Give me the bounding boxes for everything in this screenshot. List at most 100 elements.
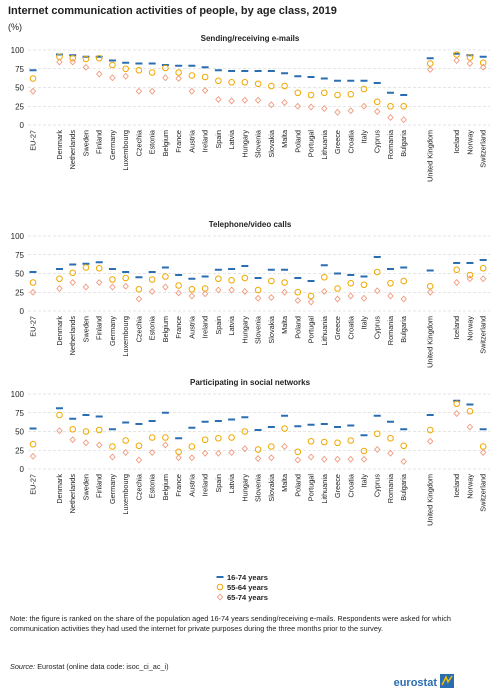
circle-marker bbox=[294, 288, 302, 296]
x-tick-label: Bulgaria bbox=[399, 315, 408, 343]
panel-title: Sending/receiving e-mails bbox=[201, 34, 300, 43]
circle-marker bbox=[254, 80, 262, 88]
diamond-marker bbox=[426, 288, 434, 296]
circle-marker bbox=[29, 440, 37, 448]
x-tick-label: Italy bbox=[360, 316, 369, 330]
x-tick-label: Ireland bbox=[201, 474, 210, 496]
circle-marker bbox=[188, 443, 196, 450]
diamond-marker bbox=[268, 294, 275, 301]
circle-marker bbox=[268, 82, 275, 90]
circle-marker bbox=[307, 91, 315, 99]
circle-marker bbox=[82, 428, 90, 435]
y-tick-label: 50 bbox=[15, 84, 24, 93]
diamond-marker bbox=[69, 279, 76, 286]
diamond-marker bbox=[122, 282, 129, 290]
x-tick-label: Greece bbox=[333, 474, 342, 498]
diamond-marker bbox=[148, 288, 156, 295]
x-tick-label: Luxembourg bbox=[121, 316, 130, 357]
diamond-marker bbox=[400, 458, 407, 465]
diamond-marker bbox=[479, 449, 487, 456]
circle-marker bbox=[56, 411, 63, 419]
diamond-marker bbox=[321, 105, 328, 112]
diamond-marker bbox=[294, 297, 302, 304]
diamond-marker bbox=[268, 454, 275, 462]
diamond-marker bbox=[321, 455, 328, 463]
diamond-marker bbox=[29, 452, 37, 460]
circle-marker bbox=[109, 61, 116, 69]
diamond-marker bbox=[109, 283, 116, 291]
y-tick-label: 50 bbox=[15, 270, 24, 279]
diamond-marker bbox=[453, 57, 460, 64]
x-tick-label: Malta bbox=[280, 129, 289, 148]
diamond-marker bbox=[347, 292, 354, 300]
x-tick-label: Belgium bbox=[161, 316, 170, 342]
x-tick-label: Sweden bbox=[81, 130, 90, 156]
diamond-marker bbox=[347, 107, 354, 115]
diamond-marker bbox=[95, 70, 103, 78]
circle-marker bbox=[400, 102, 408, 110]
diamond-marker bbox=[148, 87, 156, 95]
diamond-marker bbox=[69, 436, 76, 444]
diamond-marker bbox=[162, 283, 169, 291]
y-tick-label: 100 bbox=[11, 46, 25, 55]
y-tick-label: 100 bbox=[11, 232, 25, 241]
y-unit: (%) bbox=[8, 22, 22, 32]
diamond-marker bbox=[479, 63, 487, 71]
diamond-marker bbox=[334, 455, 341, 463]
diamond-marker bbox=[148, 449, 156, 456]
circle-marker bbox=[360, 85, 368, 93]
x-tick-label: Finland bbox=[95, 474, 104, 498]
x-tick-label: Croatia bbox=[346, 129, 355, 153]
diamond-marker bbox=[426, 437, 434, 445]
x-tick-label: Poland bbox=[293, 474, 302, 497]
circle-marker bbox=[228, 276, 235, 284]
diamond-marker bbox=[254, 455, 262, 462]
diamond-marker bbox=[387, 114, 394, 121]
x-tick-label: Denmark bbox=[55, 316, 64, 346]
diamond-marker bbox=[307, 298, 315, 306]
circle-marker bbox=[334, 439, 341, 447]
x-tick-label: Romania bbox=[386, 473, 395, 503]
diamond-marker bbox=[241, 445, 249, 453]
x-tick-label: Netherlands bbox=[68, 316, 77, 356]
chart-title: Internet communication activities of peo… bbox=[8, 5, 337, 17]
circle-marker bbox=[29, 75, 37, 82]
circle-marker bbox=[347, 279, 355, 287]
diamond-marker bbox=[82, 63, 90, 71]
x-tick-label: Iceland bbox=[452, 316, 461, 340]
x-tick-label: Lithuania bbox=[320, 315, 329, 346]
x-tick-label: United Kingdom bbox=[426, 474, 435, 526]
panel-title: Telephone/video calls bbox=[209, 220, 292, 229]
circle-marker bbox=[215, 77, 222, 85]
diamond-marker bbox=[215, 96, 222, 103]
circle-marker bbox=[400, 277, 408, 285]
circle-marker bbox=[347, 90, 355, 98]
x-tick-label: Spain bbox=[214, 316, 223, 335]
circle-marker bbox=[307, 437, 315, 445]
diamond-marker bbox=[188, 292, 196, 300]
circle-marker bbox=[373, 430, 381, 438]
circle-marker bbox=[254, 446, 262, 453]
x-tick-label: Slovakia bbox=[267, 473, 276, 502]
legend-marker bbox=[216, 583, 224, 591]
y-tick-label: 25 bbox=[15, 102, 24, 111]
circle-marker bbox=[373, 98, 381, 106]
y-tick-label: 0 bbox=[20, 121, 25, 130]
circle-marker bbox=[82, 55, 90, 63]
circle-marker bbox=[400, 442, 408, 450]
y-tick-label: 0 bbox=[20, 307, 25, 316]
circle-marker bbox=[334, 91, 341, 99]
y-tick-label: 50 bbox=[15, 428, 24, 437]
x-tick-label: Switzerland bbox=[479, 316, 488, 354]
x-tick-label: Germany bbox=[108, 316, 117, 346]
diamond-marker bbox=[109, 453, 116, 461]
diamond-marker bbox=[29, 288, 37, 296]
circle-marker bbox=[453, 266, 460, 274]
circle-marker bbox=[201, 73, 209, 81]
circle-marker bbox=[95, 264, 103, 272]
note: Note: the figure is ranked on the share … bbox=[10, 614, 451, 633]
x-tick-label: Romania bbox=[386, 315, 395, 345]
diamond-marker bbox=[321, 288, 328, 295]
diamond-marker bbox=[281, 99, 288, 106]
